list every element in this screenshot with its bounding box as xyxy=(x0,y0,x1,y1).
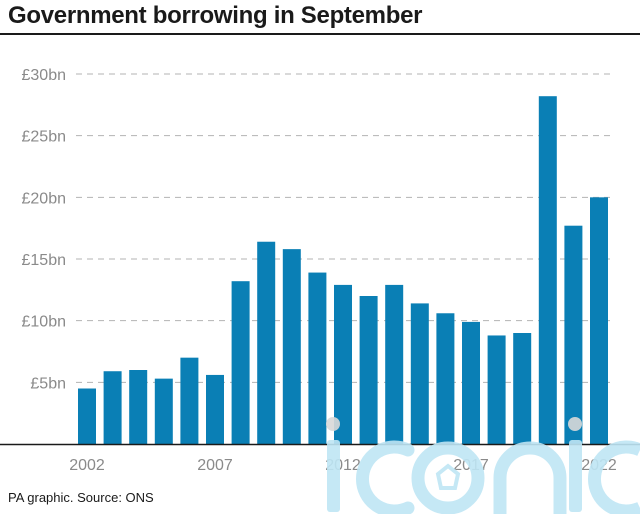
bar xyxy=(129,370,148,444)
watermark-letter-c2 xyxy=(587,440,640,514)
bar xyxy=(257,241,276,444)
bar xyxy=(538,96,557,444)
x-tick-label: 2007 xyxy=(197,457,233,474)
watermark-logo-mark xyxy=(435,463,461,490)
bar xyxy=(385,284,404,444)
bar xyxy=(410,303,429,444)
watermark-letter-o xyxy=(411,441,485,514)
bar xyxy=(78,388,96,444)
watermark-letter-n xyxy=(493,441,567,514)
chart-title: Government borrowing in September xyxy=(8,2,423,29)
y-tick-label: £15bn xyxy=(22,252,67,269)
bar xyxy=(564,225,583,444)
watermark-letter-i2 xyxy=(569,440,582,512)
watermark-dot xyxy=(326,417,340,431)
y-axis-labels: £5bn £10bn £15bn £20bn £25bn £30bn xyxy=(22,67,67,392)
y-tick-label: £30bn xyxy=(22,67,67,84)
bar xyxy=(154,378,173,444)
y-tick-label: £20bn xyxy=(22,190,67,207)
iconic-watermark xyxy=(326,417,640,514)
bar xyxy=(487,335,506,444)
bar xyxy=(590,197,608,444)
bar xyxy=(513,333,532,444)
title-rule xyxy=(0,33,640,35)
bar xyxy=(206,374,224,444)
y-tick-label: £25bn xyxy=(22,129,67,146)
bar xyxy=(282,249,301,444)
watermark-letter-i xyxy=(327,440,340,512)
bar xyxy=(308,272,327,444)
y-tick-label: £5bn xyxy=(30,375,66,392)
bar xyxy=(103,371,122,444)
source-note: PA graphic. Source: ONS xyxy=(8,490,154,505)
y-tick-label: £10bn xyxy=(22,314,67,331)
bar xyxy=(180,357,199,444)
bar xyxy=(334,284,352,444)
watermark-dot xyxy=(568,417,582,431)
bars xyxy=(78,96,608,444)
bar xyxy=(359,296,378,444)
watermark-letter-c xyxy=(355,440,415,514)
x-axis-labels: 2002 2007 2012 2017 2022 xyxy=(69,457,617,474)
bar xyxy=(462,321,480,444)
bar xyxy=(436,313,455,444)
bar xyxy=(231,281,250,444)
x-tick-label: 2002 xyxy=(69,457,105,474)
